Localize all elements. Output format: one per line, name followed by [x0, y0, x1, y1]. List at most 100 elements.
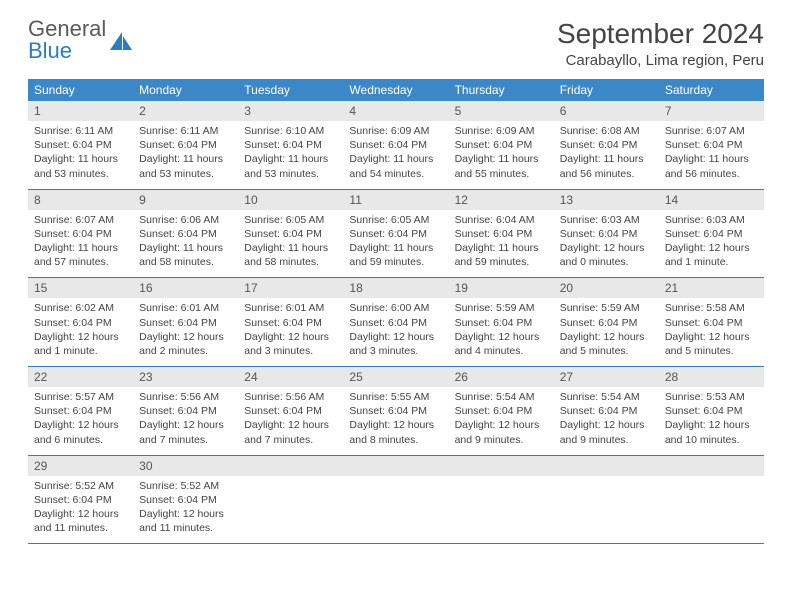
- day-cell: 17Sunrise: 6:01 AMSunset: 6:04 PMDayligh…: [238, 278, 343, 367]
- day-cell: [659, 455, 764, 544]
- day-body: [343, 476, 448, 542]
- day-number: [343, 456, 448, 476]
- day-cell: 1Sunrise: 6:11 AMSunset: 6:04 PMDaylight…: [28, 101, 133, 189]
- calendar-table: Sunday Monday Tuesday Wednesday Thursday…: [28, 79, 764, 544]
- sunrise-text: Sunrise: 6:01 AM: [139, 301, 232, 315]
- daylight-text: Daylight: 12 hours and 4 minutes.: [455, 330, 548, 358]
- daylight-text: Daylight: 11 hours and 56 minutes.: [665, 152, 758, 180]
- sunrise-text: Sunrise: 6:05 AM: [244, 213, 337, 227]
- sunset-text: Sunset: 6:04 PM: [34, 138, 127, 152]
- daylight-text: Daylight: 12 hours and 10 minutes.: [665, 418, 758, 446]
- sunset-text: Sunset: 6:04 PM: [139, 227, 232, 241]
- day-body: Sunrise: 6:07 AMSunset: 6:04 PMDaylight:…: [28, 210, 133, 278]
- day-number: 3: [238, 101, 343, 121]
- sunrise-text: Sunrise: 6:05 AM: [349, 213, 442, 227]
- sunrise-text: Sunrise: 6:11 AM: [139, 124, 232, 138]
- day-body: Sunrise: 5:57 AMSunset: 6:04 PMDaylight:…: [28, 387, 133, 455]
- sunrise-text: Sunrise: 5:54 AM: [455, 390, 548, 404]
- daylight-text: Daylight: 12 hours and 6 minutes.: [34, 418, 127, 446]
- day-number: 5: [449, 101, 554, 121]
- day-body: Sunrise: 5:56 AMSunset: 6:04 PMDaylight:…: [238, 387, 343, 455]
- weekday-header: Sunday: [28, 79, 133, 101]
- day-number: 26: [449, 367, 554, 387]
- day-body: Sunrise: 5:54 AMSunset: 6:04 PMDaylight:…: [554, 387, 659, 455]
- weekday-header: Thursday: [449, 79, 554, 101]
- daylight-text: Daylight: 12 hours and 5 minutes.: [560, 330, 653, 358]
- day-body: [659, 476, 764, 542]
- day-cell: 27Sunrise: 5:54 AMSunset: 6:04 PMDayligh…: [554, 367, 659, 456]
- day-body: Sunrise: 5:52 AMSunset: 6:04 PMDaylight:…: [133, 476, 238, 544]
- day-body: Sunrise: 6:11 AMSunset: 6:04 PMDaylight:…: [133, 121, 238, 189]
- day-body: Sunrise: 6:07 AMSunset: 6:04 PMDaylight:…: [659, 121, 764, 189]
- day-number: 2: [133, 101, 238, 121]
- day-number: 7: [659, 101, 764, 121]
- day-number: 30: [133, 456, 238, 476]
- month-year: September 2024: [557, 18, 764, 50]
- calendar-week-row: 29Sunrise: 5:52 AMSunset: 6:04 PMDayligh…: [28, 455, 764, 544]
- day-cell: 29Sunrise: 5:52 AMSunset: 6:04 PMDayligh…: [28, 455, 133, 544]
- sunrise-text: Sunrise: 6:10 AM: [244, 124, 337, 138]
- day-number: 29: [28, 456, 133, 476]
- day-cell: 19Sunrise: 5:59 AMSunset: 6:04 PMDayligh…: [449, 278, 554, 367]
- sunset-text: Sunset: 6:04 PM: [139, 404, 232, 418]
- title-block: September 2024 Carabayllo, Lima region, …: [557, 18, 764, 69]
- sunset-text: Sunset: 6:04 PM: [349, 404, 442, 418]
- day-number: 17: [238, 278, 343, 298]
- day-cell: 18Sunrise: 6:00 AMSunset: 6:04 PMDayligh…: [343, 278, 448, 367]
- day-number: 6: [554, 101, 659, 121]
- day-cell: 3Sunrise: 6:10 AMSunset: 6:04 PMDaylight…: [238, 101, 343, 189]
- sunrise-text: Sunrise: 5:57 AM: [34, 390, 127, 404]
- day-number: 16: [133, 278, 238, 298]
- day-number: 4: [343, 101, 448, 121]
- sunset-text: Sunset: 6:04 PM: [665, 227, 758, 241]
- day-cell: 8Sunrise: 6:07 AMSunset: 6:04 PMDaylight…: [28, 189, 133, 278]
- day-cell: 2Sunrise: 6:11 AMSunset: 6:04 PMDaylight…: [133, 101, 238, 189]
- sunset-text: Sunset: 6:04 PM: [455, 316, 548, 330]
- day-cell: 30Sunrise: 5:52 AMSunset: 6:04 PMDayligh…: [133, 455, 238, 544]
- day-cell: 14Sunrise: 6:03 AMSunset: 6:04 PMDayligh…: [659, 189, 764, 278]
- day-cell: 26Sunrise: 5:54 AMSunset: 6:04 PMDayligh…: [449, 367, 554, 456]
- sunset-text: Sunset: 6:04 PM: [665, 404, 758, 418]
- day-cell: [238, 455, 343, 544]
- daylight-text: Daylight: 11 hours and 53 minutes.: [244, 152, 337, 180]
- logo-text-blue: Blue: [28, 38, 72, 63]
- sunrise-text: Sunrise: 6:02 AM: [34, 301, 127, 315]
- daylight-text: Daylight: 12 hours and 0 minutes.: [560, 241, 653, 269]
- day-cell: [343, 455, 448, 544]
- weekday-header: Monday: [133, 79, 238, 101]
- sunset-text: Sunset: 6:04 PM: [455, 227, 548, 241]
- day-number: 11: [343, 190, 448, 210]
- logo-text: General Blue: [28, 18, 106, 62]
- day-cell: 7Sunrise: 6:07 AMSunset: 6:04 PMDaylight…: [659, 101, 764, 189]
- daylight-text: Daylight: 11 hours and 55 minutes.: [455, 152, 548, 180]
- page-header: General Blue September 2024 Carabayllo, …: [28, 18, 764, 69]
- day-body: Sunrise: 6:10 AMSunset: 6:04 PMDaylight:…: [238, 121, 343, 189]
- sunrise-text: Sunrise: 5:59 AM: [455, 301, 548, 315]
- weekday-header: Tuesday: [238, 79, 343, 101]
- day-body: Sunrise: 6:02 AMSunset: 6:04 PMDaylight:…: [28, 298, 133, 366]
- sunrise-text: Sunrise: 6:01 AM: [244, 301, 337, 315]
- day-body: Sunrise: 6:06 AMSunset: 6:04 PMDaylight:…: [133, 210, 238, 278]
- sunrise-text: Sunrise: 6:03 AM: [560, 213, 653, 227]
- weekday-header: Wednesday: [343, 79, 448, 101]
- day-number: 22: [28, 367, 133, 387]
- sunrise-text: Sunrise: 6:03 AM: [665, 213, 758, 227]
- day-body: [554, 476, 659, 542]
- sunrise-text: Sunrise: 5:54 AM: [560, 390, 653, 404]
- daylight-text: Daylight: 11 hours and 58 minutes.: [139, 241, 232, 269]
- day-body: Sunrise: 5:59 AMSunset: 6:04 PMDaylight:…: [449, 298, 554, 366]
- daylight-text: Daylight: 12 hours and 8 minutes.: [349, 418, 442, 446]
- sunset-text: Sunset: 6:04 PM: [139, 316, 232, 330]
- sunrise-text: Sunrise: 5:53 AM: [665, 390, 758, 404]
- sunrise-text: Sunrise: 5:59 AM: [560, 301, 653, 315]
- day-cell: [449, 455, 554, 544]
- day-body: Sunrise: 6:08 AMSunset: 6:04 PMDaylight:…: [554, 121, 659, 189]
- day-number: 23: [133, 367, 238, 387]
- day-number: 8: [28, 190, 133, 210]
- daylight-text: Daylight: 12 hours and 1 minute.: [34, 330, 127, 358]
- sunrise-text: Sunrise: 6:00 AM: [349, 301, 442, 315]
- sunset-text: Sunset: 6:04 PM: [244, 404, 337, 418]
- sunset-text: Sunset: 6:04 PM: [455, 404, 548, 418]
- daylight-text: Daylight: 11 hours and 57 minutes.: [34, 241, 127, 269]
- day-number: 13: [554, 190, 659, 210]
